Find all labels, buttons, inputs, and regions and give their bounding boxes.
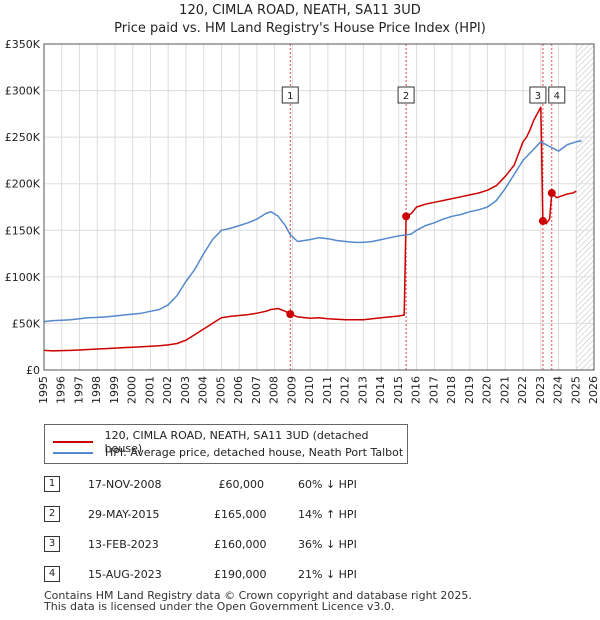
forecast-hatch-region (576, 44, 594, 370)
y-tick-label: £200K (5, 178, 41, 191)
transaction-date: 29-MAY-2015 (88, 508, 160, 521)
transaction-date: 13-FEB-2023 (88, 538, 159, 551)
x-tick-label: 2015 (392, 376, 405, 404)
legend-label-hpi: HPI: Average price, detached house, Neat… (105, 446, 404, 459)
x-tick-label: 2001 (143, 376, 156, 404)
plot-area (44, 44, 594, 370)
transaction-label-box (529, 86, 547, 104)
y-tick-label: £0 (26, 364, 40, 377)
table-row: 1 17-NOV-2008 £60,000 60% ↓ HPI (44, 476, 404, 494)
x-tick-label: 2022 (516, 376, 529, 404)
transaction-label-box (548, 86, 566, 104)
legend-label-property: 120, CIMLA ROAD, NEATH, SA11 3UD (detach… (104, 429, 369, 455)
x-tick-label: 2002 (161, 376, 174, 404)
plot-frame (43, 43, 595, 371)
table-row: 2 29-MAY-2015 £165,000 14% ↑ HPI (44, 506, 404, 524)
x-tick-label: 2023 (534, 376, 547, 404)
chart-subtitle: Price paid vs. HM Land Registry's House … (114, 21, 486, 36)
y-tick-label: £150K (5, 224, 41, 237)
transaction-point (286, 310, 295, 319)
x-tick-label: 2026 (587, 376, 600, 404)
transaction-hpi-diff: 36% ↓ HPI (298, 538, 357, 551)
transaction-date: 15-AUG-2023 (88, 568, 162, 581)
y-tick-label: £300K (5, 85, 41, 98)
transaction-point (538, 216, 547, 225)
transaction-label-number: 1 (287, 91, 293, 102)
table-row: 3 13-FEB-2023 £160,000 36% ↓ HPI (44, 536, 404, 554)
x-tick-label: 2016 (410, 376, 423, 404)
transaction-number-badge: 1 (44, 476, 60, 492)
y-tick-label: £50K (12, 317, 41, 330)
transaction-label-box (397, 86, 415, 104)
transaction-label-number: 2 (403, 91, 409, 102)
x-tick-label: 1995 (37, 376, 50, 404)
x-tick-label: 2000 (126, 376, 139, 404)
transaction-price: £190,000 (214, 568, 267, 581)
attribution-footer: Contains HM Land Registry data © Crown c… (44, 590, 472, 612)
footer-line-licence: This data is licensed under the Open Gov… (44, 600, 395, 613)
y-tick-label: £250K (5, 131, 41, 144)
x-tick-label: 2006 (232, 376, 245, 404)
hpi-line (43, 140, 582, 323)
x-tick-label: 2009 (285, 376, 298, 404)
transaction-label-number: 3 (535, 91, 541, 102)
transaction-label-box (281, 86, 299, 104)
y-tick-label: £350K (5, 38, 41, 51)
x-tick-label: 2003 (179, 376, 192, 404)
legend-swatch-property (53, 441, 93, 443)
table-row: 4 15-AUG-2023 £190,000 21% ↓ HPI (44, 566, 404, 584)
x-tick-label: 1997 (72, 376, 85, 404)
x-tick-label: 1999 (108, 376, 121, 404)
x-tick-label: 1998 (90, 376, 103, 404)
transaction-hpi-diff: 21% ↓ HPI (298, 568, 357, 581)
x-tick-label: 2014 (374, 376, 387, 404)
legend-item-hpi: HPI: Average price, detached house, Neat… (53, 446, 403, 459)
legend-item-property: 120, CIMLA ROAD, NEATH, SA11 3UD (detach… (53, 429, 407, 455)
transaction-price: £165,000 (214, 508, 267, 521)
x-tick-label: 2017 (427, 376, 440, 404)
y-tick-label: £100K (5, 271, 41, 284)
x-tick-label: 2021 (498, 376, 511, 404)
x-tick-label: 2024 (552, 376, 565, 404)
x-tick-label: 2011 (321, 376, 334, 404)
transaction-number-badge: 2 (44, 506, 60, 522)
x-tick-label: 2005 (214, 376, 227, 404)
x-tick-label: 2020 (481, 376, 494, 404)
transaction-price: £160,000 (214, 538, 267, 551)
x-tick-label: 1996 (55, 376, 68, 404)
chart-title: 120, CIMLA ROAD, NEATH, SA11 3UD (179, 3, 421, 18)
footer-line-copyright: Contains HM Land Registry data © Crown c… (44, 589, 472, 602)
transaction-point (402, 212, 411, 221)
price-chart: 120, CIMLA ROAD, NEATH, SA11 3UD Price pa… (5, 3, 600, 404)
x-tick-label: 2004 (197, 376, 210, 404)
transaction-label-number: 4 (554, 91, 560, 102)
transaction-number-badge: 4 (44, 566, 60, 582)
chart-legend: 120, CIMLA ROAD, NEATH, SA11 3UD (detach… (44, 424, 408, 464)
transaction-hpi-diff: 14% ↑ HPI (298, 508, 357, 521)
x-tick-label: 2025 (569, 376, 582, 404)
legend-swatch-hpi (53, 451, 93, 454)
x-tick-label: 2018 (445, 376, 458, 404)
x-tick-label: 2008 (268, 376, 281, 404)
x-tick-label: 2010 (303, 376, 316, 404)
property-price-line (43, 106, 577, 352)
transaction-date: 17-NOV-2008 (88, 478, 162, 491)
transaction-number-badge: 3 (44, 536, 60, 552)
transaction-hpi-diff: 60% ↓ HPI (298, 478, 357, 491)
x-tick-label: 2013 (356, 376, 369, 404)
x-tick-label: 2007 (250, 376, 263, 404)
x-tick-label: 2019 (463, 376, 476, 404)
transaction-point (547, 189, 556, 198)
x-tick-label: 2012 (339, 376, 352, 404)
transaction-price: £60,000 (218, 478, 265, 491)
